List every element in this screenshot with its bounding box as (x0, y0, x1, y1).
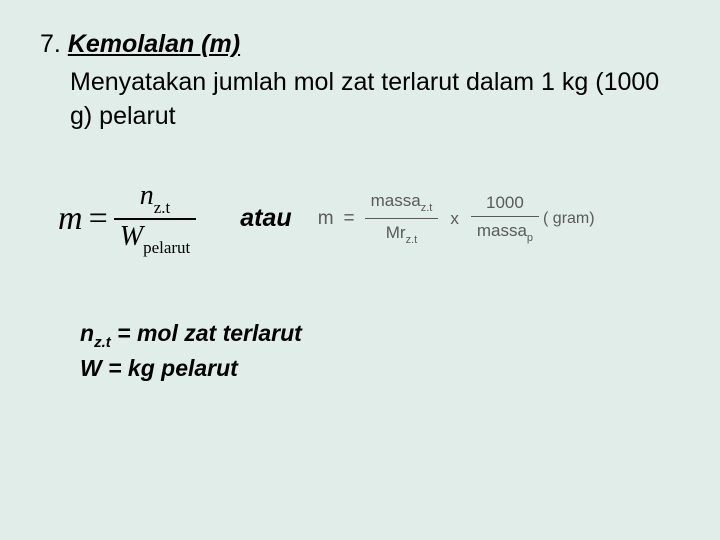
formula1-eq: = (89, 200, 108, 238)
formula1-num-sub: z.t (154, 198, 171, 217)
formula2-fracB-bot-sub: p (527, 232, 533, 244)
formula2-fracA-top-main: massa (371, 191, 421, 210)
formula-2: m = massaz.t Mrz.t x 1000 massap ( gram) (318, 190, 595, 247)
formula2-unit-suffix: ( gram) (543, 210, 595, 228)
formula-row: m = nz.t Wpelarut atau m = massaz.t (58, 181, 680, 256)
definition-line-1: nz.t = mol zat terlarut (80, 318, 680, 353)
formula1-lhs: m (58, 200, 83, 238)
connector-atau: atau (240, 204, 291, 233)
formula1-denominator: Wpelarut (114, 220, 197, 256)
formula2-fracB: 1000 massap (471, 192, 539, 245)
def1-pre: n (80, 320, 94, 346)
formula1-fraction: nz.t Wpelarut (114, 181, 197, 256)
definitions-block: nz.t = mol zat terlarut W = kg pelarut (80, 318, 680, 384)
formula2-fracA-bot-main: Mr (386, 223, 406, 242)
formula1-num-var: n (140, 180, 154, 211)
formula2-eq: = (344, 208, 355, 230)
formula2-times: x (450, 209, 459, 229)
formula2-fracA-top-sub: z.t (421, 202, 433, 214)
slide-container: 7. Kemolalan (m) Menyatakan jumlah mol z… (0, 0, 720, 540)
description-text: Menyatakan jumlah mol zat terlarut dalam… (70, 66, 670, 134)
def1-sub: z.t (94, 334, 111, 351)
formula2-fracB-bot-main: massa (477, 221, 527, 240)
def1-post: = mol zat terlarut (111, 320, 302, 346)
heading-row: 7. Kemolalan (m) (40, 28, 680, 62)
formula2-fracA-bot-sub: z.t (406, 234, 418, 246)
formula2-fracA: massaz.t Mrz.t (365, 190, 439, 247)
formula2-fracB-top: 1000 (480, 192, 530, 216)
heading-number: 7. (40, 30, 61, 58)
formula1-numerator: nz.t (128, 181, 183, 217)
formula2-lhs: m (318, 208, 334, 230)
formula2-fracA-top: massaz.t (365, 190, 439, 218)
formula1-den-var: W (120, 221, 143, 252)
definition-line-2: W = kg pelarut (80, 353, 680, 384)
formula2-fracA-bot: Mrz.t (380, 219, 423, 247)
formula-1: m = nz.t Wpelarut (58, 181, 196, 256)
formula2-fracB-bot: massap (471, 217, 539, 245)
heading-title: Kemolalan (m) (68, 30, 240, 58)
formula1-den-sub: pelarut (143, 238, 190, 257)
